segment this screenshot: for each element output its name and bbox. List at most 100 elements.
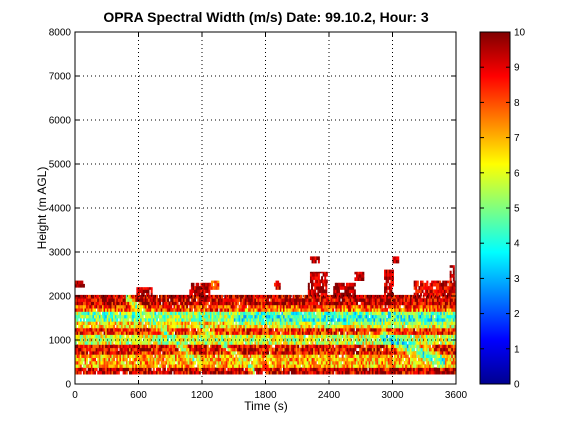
heatmap-cell bbox=[406, 334, 409, 339]
heatmap-cell bbox=[368, 344, 371, 349]
heatmap-cell bbox=[192, 304, 195, 309]
heatmap-cell bbox=[86, 354, 89, 358]
heatmap-cell bbox=[235, 294, 238, 299]
heatmap-cell bbox=[338, 314, 341, 319]
heatmap-cell bbox=[254, 298, 257, 302]
heatmap-cell bbox=[265, 324, 268, 329]
heatmap-cell bbox=[389, 314, 392, 319]
heatmap-cell bbox=[119, 324, 122, 329]
heatmap-cell bbox=[414, 298, 417, 302]
heatmap-cell bbox=[230, 367, 233, 372]
heatmap-cell bbox=[224, 364, 227, 368]
heatmap-cell bbox=[259, 324, 262, 329]
heatmap-cell bbox=[214, 334, 217, 339]
heatmap-cell bbox=[302, 304, 304, 309]
heatmap-cell bbox=[413, 318, 416, 322]
heatmap-cell bbox=[354, 331, 357, 335]
heatmap-cell bbox=[133, 364, 136, 368]
heatmap-cell bbox=[173, 314, 176, 319]
heatmap-cell bbox=[278, 357, 281, 362]
heatmap-cell bbox=[262, 344, 265, 349]
heatmap-cell bbox=[329, 331, 331, 335]
heatmap-cell bbox=[389, 334, 392, 339]
heatmap-cell bbox=[222, 298, 225, 302]
heatmap-cell bbox=[367, 324, 370, 329]
heatmap-cell bbox=[176, 311, 179, 316]
heatmap-cell bbox=[394, 301, 397, 306]
heatmap-cell bbox=[319, 324, 322, 329]
heatmap-cell bbox=[114, 360, 117, 365]
heatmap-cell bbox=[155, 331, 158, 335]
heatmap-cell bbox=[403, 347, 406, 352]
heatmap-cell bbox=[116, 308, 119, 312]
heatmap-cell bbox=[214, 304, 217, 309]
heatmap-cell bbox=[263, 367, 266, 372]
heatmap-cell bbox=[271, 327, 274, 332]
heatmap-cell bbox=[130, 344, 133, 349]
heatmap-cell bbox=[409, 327, 412, 332]
heatmap-cell bbox=[294, 331, 297, 335]
heatmap-cell bbox=[287, 354, 290, 358]
heatmap-cell bbox=[348, 314, 351, 319]
heatmap-cell bbox=[140, 344, 143, 349]
heatmap-cell bbox=[148, 360, 151, 365]
heatmap-cell bbox=[243, 308, 246, 312]
heatmap-cell bbox=[365, 331, 368, 335]
heatmap-cell bbox=[213, 324, 216, 329]
heatmap-cell bbox=[205, 341, 208, 345]
heatmap-cell bbox=[386, 354, 389, 358]
heatmap-cell bbox=[348, 354, 351, 358]
heatmap-cell bbox=[395, 360, 398, 365]
heatmap-cell bbox=[386, 334, 389, 339]
heatmap-cell bbox=[324, 334, 327, 339]
heatmap-cell bbox=[76, 367, 79, 372]
heatmap-cell bbox=[184, 324, 187, 329]
heatmap-cell bbox=[286, 360, 289, 365]
heatmap-cell bbox=[260, 318, 263, 322]
heatmap-cell bbox=[135, 294, 138, 299]
heatmap-cell bbox=[378, 311, 381, 316]
heatmap-cell bbox=[240, 301, 243, 306]
heatmap-cell bbox=[268, 311, 271, 316]
heatmap-cell bbox=[119, 354, 122, 358]
heatmap-cell bbox=[100, 301, 103, 306]
heatmap-cell bbox=[387, 337, 390, 342]
heatmap-cell bbox=[406, 347, 409, 352]
heatmap-cell bbox=[400, 314, 403, 319]
heatmap-cell bbox=[392, 334, 395, 339]
heatmap-cell bbox=[257, 294, 260, 299]
heatmap-cell bbox=[149, 327, 152, 332]
heatmap-cell bbox=[346, 294, 349, 299]
heatmap-cell bbox=[227, 367, 230, 372]
heatmap-cell bbox=[340, 344, 343, 349]
heatmap-cell bbox=[246, 334, 249, 339]
heatmap-cell bbox=[324, 298, 327, 302]
heatmap-cell bbox=[114, 331, 117, 335]
heatmap-cell bbox=[336, 347, 339, 352]
heatmap-cell bbox=[298, 364, 301, 368]
heatmap-cell bbox=[400, 354, 403, 358]
heatmap-cell bbox=[171, 324, 174, 329]
heatmap-cell bbox=[360, 321, 363, 325]
heatmap-cell bbox=[325, 334, 328, 339]
heatmap-cell bbox=[294, 364, 297, 368]
heatmap-cell bbox=[303, 331, 306, 335]
heatmap-cell bbox=[225, 370, 228, 375]
heatmap-cell bbox=[186, 318, 189, 322]
heatmap-cell bbox=[241, 314, 244, 319]
heatmap-cell bbox=[176, 360, 179, 365]
heatmap-cell bbox=[228, 314, 231, 319]
heatmap-cell bbox=[121, 311, 124, 316]
heatmap-cell bbox=[365, 298, 368, 302]
heatmap-cell bbox=[138, 334, 141, 339]
heatmap-cell bbox=[275, 347, 278, 352]
heatmap-cell bbox=[113, 360, 116, 365]
heatmap-cell bbox=[167, 370, 170, 375]
heatmap-cell bbox=[416, 294, 419, 299]
heatmap-cell bbox=[273, 354, 276, 358]
heatmap-cell bbox=[127, 298, 130, 302]
heatmap-cell bbox=[181, 321, 184, 325]
heatmap-cell bbox=[360, 367, 363, 372]
heatmap-cell bbox=[168, 301, 171, 306]
heatmap-cell bbox=[287, 344, 290, 349]
